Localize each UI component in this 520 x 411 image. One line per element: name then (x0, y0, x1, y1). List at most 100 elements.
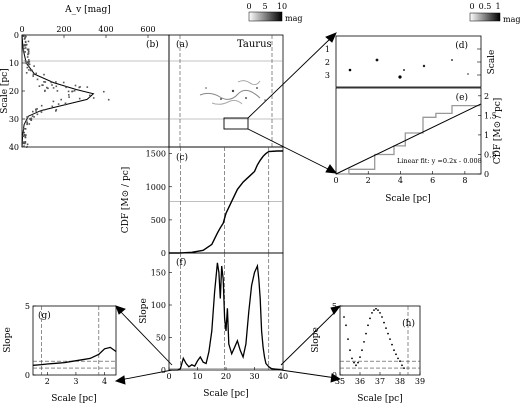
panel-b-point (24, 51, 26, 53)
panel-h-point (397, 357, 399, 360)
panel-f-frame (168, 252, 284, 371)
panel-b-point (51, 84, 53, 86)
panel-g-xtick: 3 (73, 377, 78, 386)
panel-b-point (26, 116, 28, 118)
arrow-to-panel-g-bottom (119, 369, 173, 381)
panel-b-point (64, 102, 67, 105)
panel-b-profile-line (21, 34, 95, 148)
panel-b-point (89, 94, 91, 97)
panel-c-ytick: 1000 (146, 183, 166, 192)
panel-b: 0 200 400 600 0 10 20 30 40 (b) A_v [mag] Scale… (0, 5, 170, 152)
panel-b-point (33, 65, 35, 67)
panel-b-point (35, 72, 37, 75)
panel-h-xlabel: Scale [pc] (357, 394, 402, 404)
panel-h-xtick: 35 (335, 377, 345, 386)
panel-e-annotation: Linear fit: y =0.2x - 0.008 (397, 157, 482, 165)
panel-b-point (64, 103, 66, 106)
panel-b-point (25, 119, 28, 122)
panel-g: 2 3 4 0 5 (g) Scale [pc] Slope (3, 302, 117, 404)
panel-b-point (35, 110, 37, 112)
panel-b-point (26, 143, 29, 146)
panel-b-point (47, 87, 49, 90)
panel-c-cdf-line (169, 150, 283, 254)
panel-b-point (25, 62, 28, 65)
colorbar-d-tick: 0.5 (479, 2, 492, 11)
panel-b-point (46, 86, 48, 89)
panel-b-point (27, 53, 29, 56)
panel-e-ytick: 0 (484, 170, 489, 179)
panel-b-point (67, 90, 70, 93)
panel-b-point (32, 73, 35, 76)
panel-b-point (24, 128, 27, 130)
panel-c-ylabel: CDF [M⊙ / pc] (121, 167, 131, 234)
panel-e-xtick: 0 (333, 176, 338, 185)
panel-b-point (39, 110, 42, 112)
panel-b-point (36, 113, 39, 116)
panel-b-ytick: 30 (9, 115, 19, 124)
panel-h-point (403, 367, 405, 369)
panel-f-ytick: 50 (156, 334, 166, 343)
panel-b-point (78, 86, 80, 89)
panel-b-point (40, 104, 43, 107)
panel-b-point (55, 110, 57, 112)
panel-b-point (43, 73, 45, 76)
panel-f-xtick: 10 (192, 372, 202, 381)
panel-b-point (28, 69, 30, 71)
panel-f-slope-line (169, 262, 284, 371)
panel-b-point (27, 52, 30, 55)
panel-b-point (35, 108, 37, 111)
panel-b-point (23, 134, 26, 137)
panel-f-xtick: 40 (278, 372, 288, 381)
panel-b-point (26, 66, 29, 69)
panel-f-ytick: 0 (161, 366, 166, 375)
panel-b-point (74, 84, 77, 87)
panel-h-point (365, 332, 367, 335)
panel-e-xtick: 6 (430, 176, 435, 185)
panel-b-point (27, 48, 29, 51)
panel-b-point (55, 81, 57, 83)
panel-c-ytick: 1500 (146, 150, 166, 159)
panel-b-point (28, 63, 31, 66)
panel-e: 0 2 4 6 8 0 0.5 1 1.5 2 (e) Linear fit: y =0.2x … (333, 87, 503, 204)
panel-b-point (24, 136, 27, 139)
colorbar-a-gradient (248, 11, 283, 22)
panel-e-label: (e) (456, 92, 468, 103)
panel-h-label: (h) (402, 318, 415, 329)
panel-h-point (345, 324, 347, 327)
panel-h-point (379, 312, 381, 314)
colorbar-d: 0 0.5 1 mag (469, 2, 520, 24)
panel-b-point (27, 61, 30, 63)
panel-b-point (28, 65, 30, 68)
panel-h-scatter-points (343, 307, 405, 369)
panel-b-point (28, 59, 30, 61)
panel-e-fit-line (335, 103, 482, 175)
panel-b-point (31, 69, 33, 72)
panel-b-ytick: 20 (9, 87, 19, 96)
panel-b-point (23, 131, 25, 134)
panel-h-point (401, 364, 403, 367)
panel-b-point (57, 103, 60, 105)
panel-h-point (387, 332, 389, 335)
panel-b-point (25, 43, 28, 46)
panel-b-point (24, 142, 26, 145)
panel-d-label: (d) (455, 40, 468, 51)
panel-d: (d) 1 2 3 Scale (325, 35, 497, 88)
panel-b-point (38, 85, 41, 87)
colorbar-d-tick: 1 (495, 2, 500, 11)
arrow-to-panel-e (247, 128, 333, 172)
panel-h-point (369, 317, 371, 320)
panel-b-point (27, 50, 30, 53)
panel-h-point (373, 309, 375, 311)
panel-b-ytick: 0 (14, 31, 19, 40)
panel-b-point (92, 97, 95, 99)
panel-h-point (389, 338, 391, 340)
panel-e-ytick: 0.5 (484, 150, 497, 159)
panel-b-point (23, 38, 26, 40)
panel-h-ylabel: Slope (311, 327, 321, 353)
panel-b-point (26, 123, 28, 126)
panel-d-map-features (348, 58, 469, 79)
panel-h-point (343, 316, 345, 318)
panel-c-label: (c) (176, 152, 188, 163)
panel-h-point (363, 341, 365, 343)
panel-c-ytick: 500 (151, 216, 166, 225)
